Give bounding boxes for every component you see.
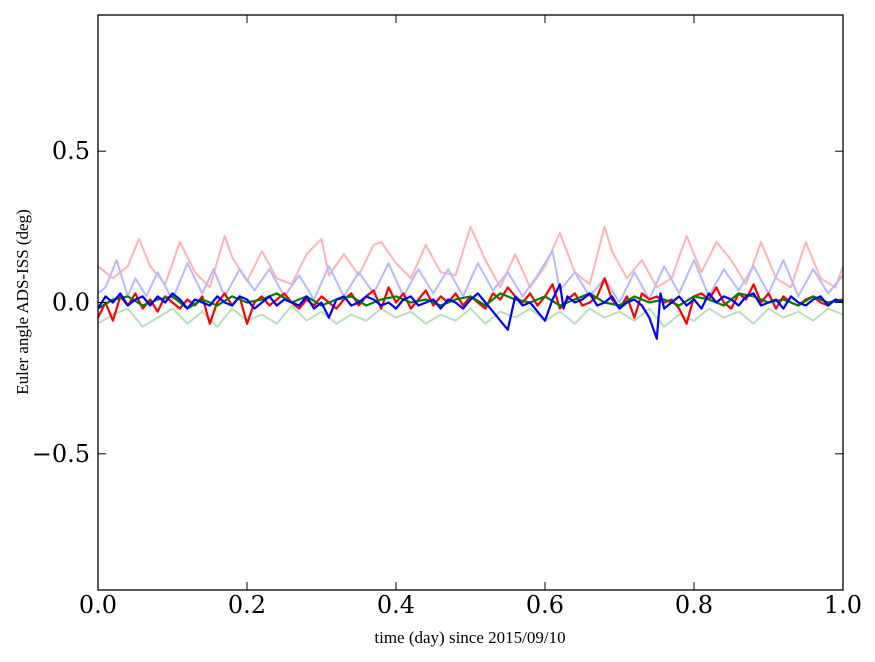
ticks-layer: 0.0 0.2 0.4 0.6 0.8 1.0 −0.5 0.0 0.5 — [32, 15, 862, 619]
y-tick-label: −0.5 — [32, 440, 90, 468]
series-line-2 — [97, 250, 844, 304]
y-tick-label: 0.5 — [52, 137, 90, 165]
x-tick-label: 0.8 — [675, 591, 713, 619]
x-axis-label: time (day) since 2015/09/10 — [374, 628, 565, 647]
x-tick-label: 0.6 — [526, 591, 564, 619]
series-layer — [97, 225, 844, 340]
series-line-5 — [97, 292, 844, 310]
y-tick-label: 0.0 — [52, 289, 90, 317]
x-tick-label: 0.0 — [79, 591, 117, 619]
y-axis-label: Euler angle ADS-ISS (deg) — [13, 209, 32, 395]
x-tick-label: 0.2 — [228, 591, 266, 619]
series-line-3 — [97, 304, 844, 328]
series-line-6 — [97, 283, 844, 340]
x-tick-label: 1.0 — [824, 591, 862, 619]
plot-frame — [97, 14, 844, 591]
series-line-1 — [97, 225, 844, 289]
x-tick-label: 0.4 — [377, 591, 415, 619]
